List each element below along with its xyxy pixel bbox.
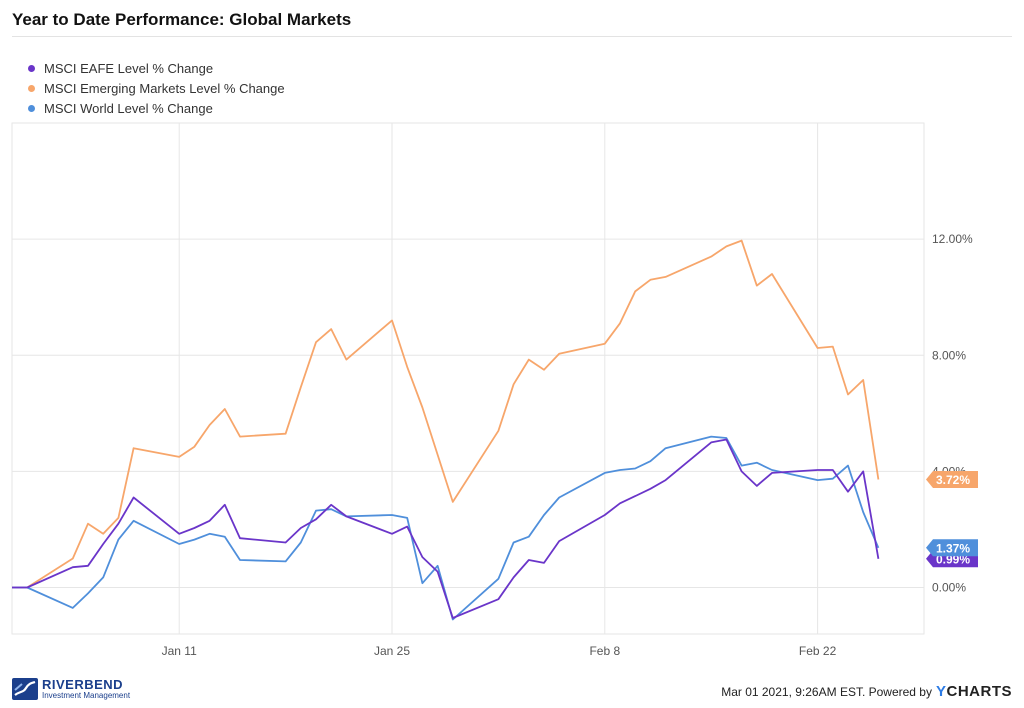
legend-label-eafe: MSCI EAFE Level % Change (44, 60, 214, 76)
logo-name: RIVERBEND (42, 677, 124, 692)
legend-label-emerging: MSCI Emerging Markets Level % Change (44, 80, 285, 96)
y-tick-label: 12.00% (932, 232, 973, 246)
logo-subtitle: Investment Management (42, 691, 131, 700)
footer-timestamp: Mar 01 2021, 9:26AM EST. Powered by (721, 685, 932, 699)
legend-dot-eafe (28, 64, 35, 72)
legend-item-world[interactable]: MSCI World Level % Change (28, 98, 285, 118)
riverbend-logo: RIVERBEND Investment Management (12, 678, 130, 700)
legend-dot-emerging (28, 84, 35, 92)
legend-item-emerging[interactable]: MSCI Emerging Markets Level % Change (28, 78, 285, 98)
last-value-flag-emerging: 3.72% (926, 471, 978, 489)
x-tick-label: Feb 8 (589, 644, 620, 658)
chart-legend: MSCI EAFE Level % Change MSCI Emerging M… (28, 58, 285, 118)
footer-attribution: Mar 01 2021, 9:26AM EST. Powered by YCHA… (721, 683, 1012, 700)
flag-value-label: 3.72% (936, 473, 970, 487)
chart-title: Year to Date Performance: Global Markets (12, 10, 352, 29)
flag-shape (926, 539, 978, 557)
flag-shape (926, 471, 978, 489)
flag-value-label: 1.37% (936, 541, 970, 555)
x-tick-label: Jan 25 (374, 644, 410, 658)
legend-label-world: MSCI World Level % Change (44, 100, 213, 116)
legend-item-eafe[interactable]: MSCI EAFE Level % Change (28, 58, 285, 78)
plot-area (11, 122, 925, 635)
y-tick-label: 0.00% (932, 581, 966, 595)
x-tick-label: Feb 22 (799, 644, 837, 658)
series-line-eafe (12, 438, 880, 619)
title-divider (12, 36, 1012, 37)
riverbend-logo-icon (12, 678, 38, 700)
series-line-emerging (12, 239, 880, 589)
last-value-flag-world: 1.37% (926, 539, 978, 557)
ycharts-brand[interactable]: YCHARTS (935, 683, 1012, 700)
y-tick-label: 8.00% (932, 348, 966, 362)
legend-dot-world (28, 104, 35, 112)
x-tick-label: Jan 11 (162, 644, 197, 658)
